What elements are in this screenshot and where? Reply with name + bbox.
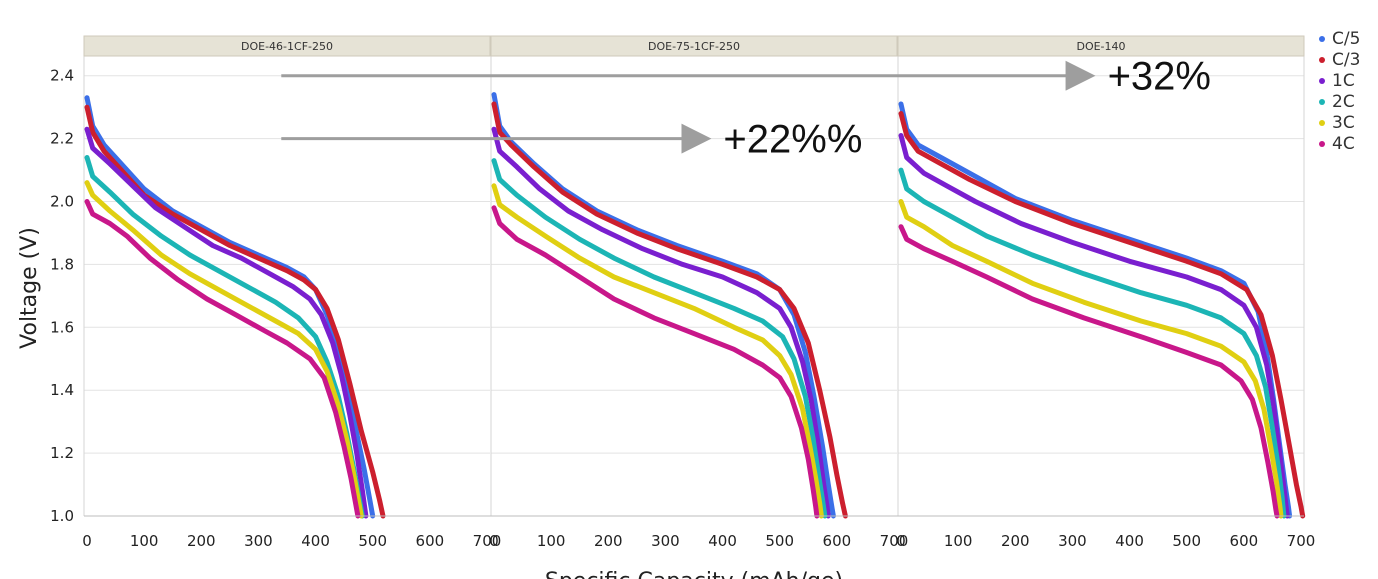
series-line bbox=[898, 101, 1293, 519]
series-line bbox=[898, 133, 1290, 519]
series-line bbox=[84, 180, 364, 519]
x-tick-label: 400 bbox=[708, 532, 737, 550]
panel-title: DOE-140 bbox=[1076, 40, 1125, 53]
y-tick-label: 2.2 bbox=[50, 130, 74, 148]
x-tick-label: 400 bbox=[1115, 532, 1144, 550]
x-tick-label: 200 bbox=[187, 532, 216, 550]
x-tick-label: 500 bbox=[358, 532, 387, 550]
legend-marker bbox=[1319, 99, 1325, 105]
series-line bbox=[84, 95, 376, 519]
series-line bbox=[491, 183, 824, 519]
y-tick-label: 1.8 bbox=[50, 255, 74, 273]
x-tick-label: 300 bbox=[651, 532, 680, 550]
series-line bbox=[491, 126, 831, 519]
x-tick-label: 200 bbox=[594, 532, 623, 550]
series-line bbox=[491, 158, 828, 519]
series-line bbox=[84, 104, 386, 519]
legend-marker bbox=[1319, 78, 1325, 84]
annotation-label: +22%% bbox=[723, 118, 862, 162]
curves bbox=[84, 92, 1306, 519]
series-line bbox=[898, 199, 1284, 519]
x-tick-label: 300 bbox=[244, 532, 273, 550]
x-tick-label: 100 bbox=[944, 532, 973, 550]
x-tick-label: 0 bbox=[896, 532, 906, 550]
annotation-label: +32% bbox=[1108, 55, 1211, 99]
panel-title: DOE-46-1CF-250 bbox=[241, 40, 333, 53]
x-tick-label: 300 bbox=[1058, 532, 1087, 550]
series-line bbox=[898, 111, 1306, 519]
y-tick-label: 1.6 bbox=[50, 318, 74, 336]
y-tick-label: 1.4 bbox=[50, 381, 74, 399]
legend-label: 3C bbox=[1332, 113, 1355, 133]
y-axis-title: Voltage (V) bbox=[17, 227, 42, 349]
series-line bbox=[491, 101, 848, 519]
x-tick-label: 700 bbox=[473, 532, 502, 550]
panel-headers: DOE-46-1CF-250 DOE-75-1CF-250 DOE-140 bbox=[83, 35, 1305, 57]
x-tick-label: 0 bbox=[82, 532, 92, 550]
y-tick-label: 1.0 bbox=[50, 507, 74, 525]
x-tick-label: 500 bbox=[1172, 532, 1201, 550]
legend-label: 2C bbox=[1332, 92, 1355, 112]
series-line bbox=[898, 167, 1287, 519]
series-line bbox=[84, 199, 361, 519]
x-tick-label: 600 bbox=[1230, 532, 1259, 550]
legend-marker bbox=[1319, 57, 1325, 63]
panel-header bbox=[490, 35, 898, 57]
legend-label: C/3 bbox=[1332, 50, 1360, 70]
panel-header bbox=[897, 35, 1305, 57]
series-line bbox=[491, 205, 820, 519]
x-axis-title: Specific Capacity (mAh/ge) bbox=[545, 569, 843, 579]
panel-header bbox=[83, 35, 491, 57]
legend-label: 1C bbox=[1332, 71, 1355, 91]
x-tick-label: 500 bbox=[765, 532, 794, 550]
x-tick-label: 0 bbox=[489, 532, 499, 550]
legend-marker bbox=[1319, 141, 1325, 147]
series-line bbox=[84, 155, 365, 519]
legend-marker bbox=[1319, 120, 1325, 126]
legend-label: C/5 bbox=[1332, 29, 1360, 49]
panel-title: DOE-75-1CF-250 bbox=[648, 40, 740, 53]
series-line bbox=[898, 224, 1280, 519]
legend-label: 4C bbox=[1332, 134, 1355, 154]
x-tick-label: 200 bbox=[1001, 532, 1030, 550]
x-tick-label: 700 bbox=[880, 532, 909, 550]
series-line bbox=[84, 126, 369, 519]
annotations: +32% +22%% bbox=[281, 55, 1211, 162]
y-tick-label: 2.4 bbox=[50, 67, 74, 85]
x-tick-label: 600 bbox=[416, 532, 445, 550]
x-tick-label: 400 bbox=[301, 532, 330, 550]
y-tick-label: 2.0 bbox=[50, 193, 74, 211]
x-tick-label: 100 bbox=[130, 532, 159, 550]
x-tick-label: 100 bbox=[537, 532, 566, 550]
y-tick-label: 1.2 bbox=[50, 444, 74, 462]
legend-marker bbox=[1319, 36, 1325, 42]
x-tick-label: 600 bbox=[823, 532, 852, 550]
x-tick-label: 700 bbox=[1287, 532, 1316, 550]
